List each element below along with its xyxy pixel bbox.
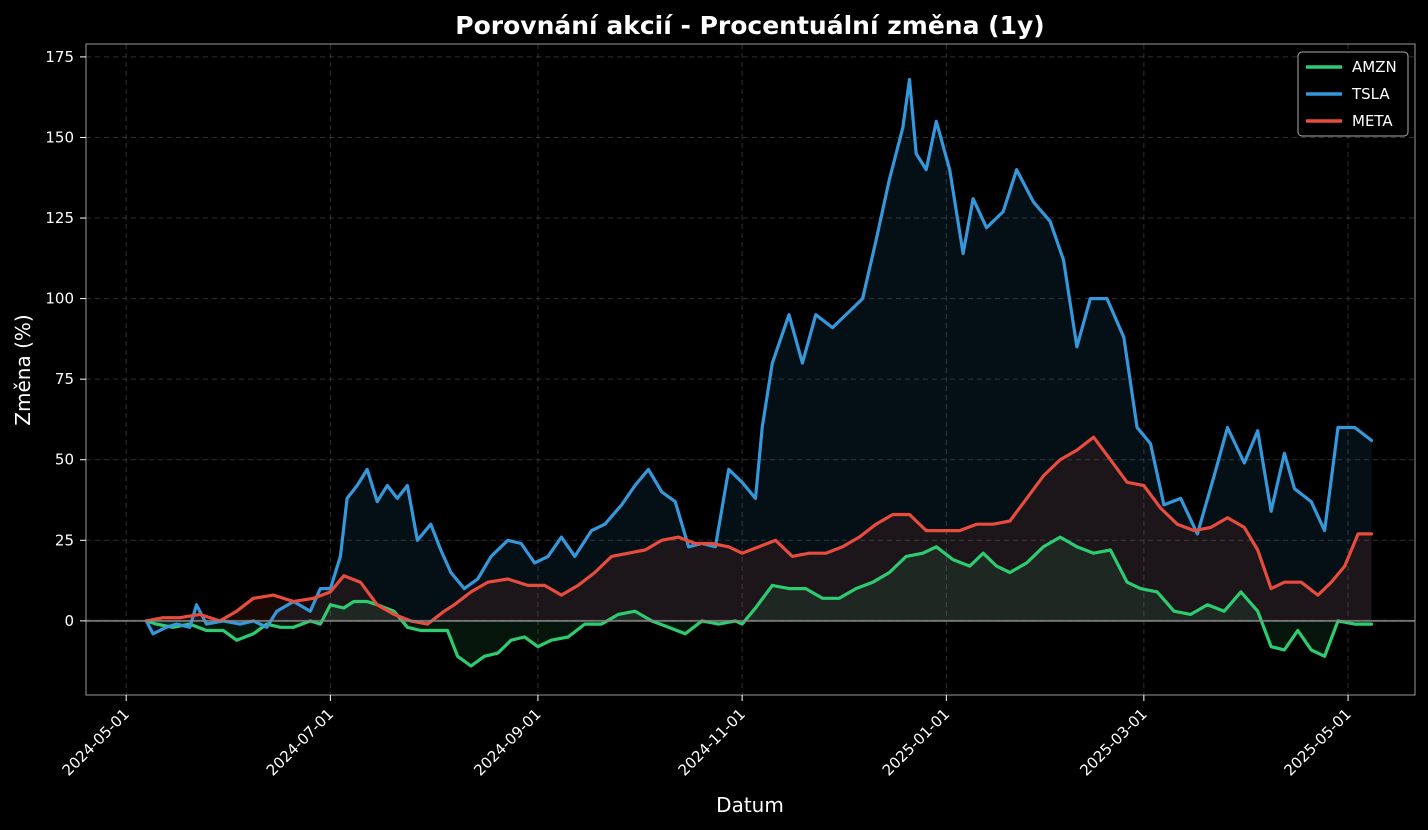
y-tick-label: 75	[55, 370, 74, 388]
legend: AMZN TSLA META	[1297, 51, 1409, 137]
y-tick-label: 125	[45, 209, 74, 227]
y-axis-label: Změna (%)	[11, 314, 35, 425]
series-fills	[146, 79, 1372, 666]
legend-label-meta: META	[1352, 112, 1393, 130]
y-tick-label: 0	[64, 612, 74, 630]
chart-title: Porovnání akcií - Procentuální změna (1y…	[455, 11, 1044, 40]
y-tick-label: 50	[55, 451, 74, 469]
y-tick-label: 100	[45, 290, 74, 308]
plot-frame	[85, 43, 1416, 696]
y-tick-label: 25	[55, 531, 74, 549]
y-axis-ticks: 0 25 50 75 100 125 150 175	[45, 48, 86, 630]
legend-box	[1297, 51, 1409, 137]
legend-label-amzn: AMZN	[1352, 58, 1397, 76]
series-fill-meta	[146, 437, 1372, 625]
series-line-meta	[144, 435, 1374, 626]
y-tick-label: 150	[45, 128, 74, 146]
legend-label-tsla: TSLA	[1351, 85, 1390, 103]
series-line-tsla	[144, 77, 1374, 636]
y-tick-label: 175	[45, 48, 74, 66]
series-fill-amzn	[146, 537, 1372, 666]
x-axis-label: Datum	[716, 793, 784, 817]
series-fill-tsla	[146, 79, 1372, 634]
